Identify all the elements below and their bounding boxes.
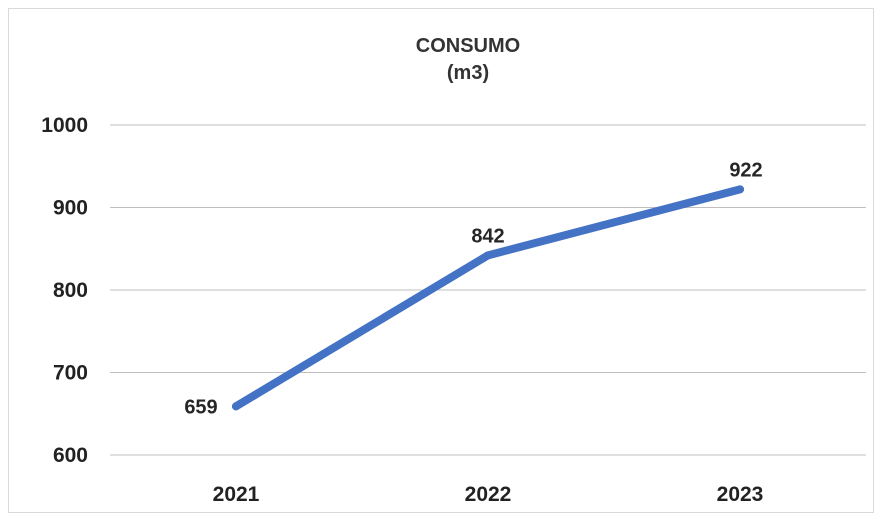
y-tick-label: 800	[53, 279, 88, 302]
x-axis-ticks: 2021 2022 2023	[213, 483, 764, 506]
gridlines	[110, 124, 866, 456]
data-label: 659	[184, 396, 217, 418]
y-tick-label: 600	[53, 444, 88, 467]
data-point	[232, 402, 240, 411]
data-point	[484, 251, 492, 260]
data-label: 842	[471, 225, 504, 247]
x-tick-label: 2022	[465, 483, 512, 506]
y-tick-label: 1000	[41, 114, 88, 137]
x-tick-label: 2023	[717, 483, 764, 506]
x-tick-label: 2021	[213, 483, 260, 506]
chart-area	[8, 8, 874, 513]
series	[232, 185, 744, 411]
y-tick-label: 700	[53, 362, 88, 385]
y-tick-label: 900	[53, 197, 88, 220]
data-labels: 659 842 922	[184, 159, 762, 418]
data-point	[736, 185, 744, 194]
chart-title: CONSUMO	[416, 35, 520, 57]
y-axis-ticks: 600 700 800 900 1000	[41, 114, 88, 467]
series-line	[232, 185, 744, 411]
chart-subtitle: (m3)	[447, 62, 489, 84]
data-label: 922	[729, 159, 762, 181]
